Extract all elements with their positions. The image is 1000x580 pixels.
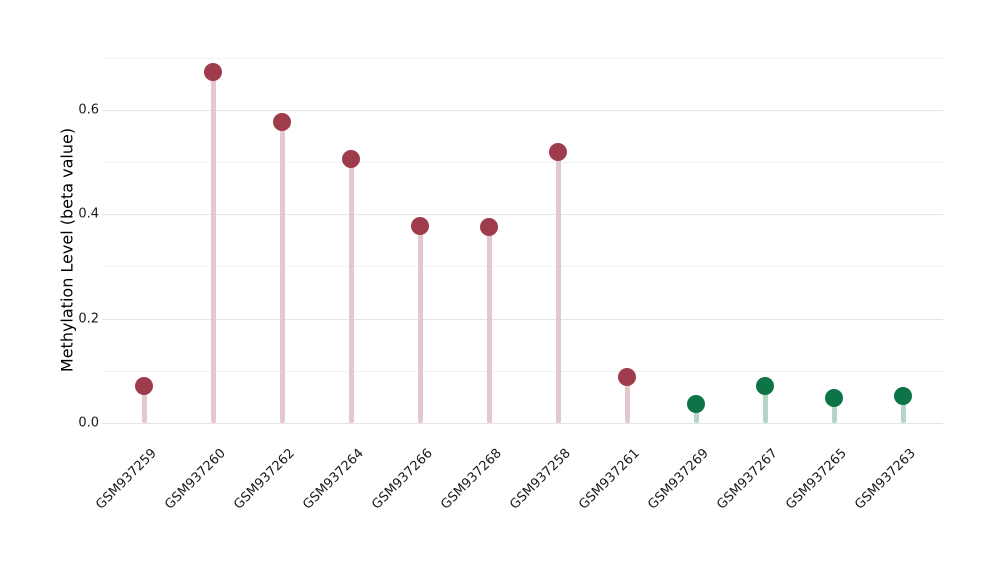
stem-GSM937261 [624, 377, 630, 423]
x-tick-label-GSM937267: GSM937267 [714, 446, 781, 513]
gridline-y-0.2 [102, 319, 943, 320]
dot-GSM937258 [549, 143, 567, 161]
dot-GSM937268 [480, 218, 498, 236]
dot-GSM937262 [273, 113, 291, 131]
dot-GSM937259 [135, 377, 153, 395]
gridline-y-0.3 [102, 266, 943, 267]
y-tick-label: 0.2 [78, 311, 99, 327]
dot-GSM937265 [825, 389, 843, 407]
stem-GSM937259 [141, 386, 147, 423]
x-tick-label-GSM937263: GSM937263 [852, 446, 919, 513]
y-tick-label: 0.6 [78, 102, 99, 118]
y-axis-title: Methylation Level (beta value) [57, 127, 77, 373]
dot-GSM937266 [411, 217, 429, 235]
x-tick-label-GSM937265: GSM937265 [783, 446, 850, 513]
gridline-y-0.5 [102, 162, 943, 163]
gridline-y-0.7 [102, 58, 943, 59]
stem-GSM937269 [693, 404, 699, 423]
dot-GSM937264 [342, 150, 360, 168]
gridline-y-0.6 [102, 110, 943, 111]
stem-GSM937266 [417, 226, 423, 423]
x-tick-label-GSM937260: GSM937260 [162, 446, 229, 513]
stem-GSM937268 [486, 227, 492, 423]
stem-GSM937265 [831, 398, 837, 423]
x-tick-label-GSM937266: GSM937266 [369, 446, 436, 513]
x-tick-label-GSM937259: GSM937259 [93, 446, 160, 513]
dot-GSM937267 [756, 377, 774, 395]
gridline-y-0.4 [102, 214, 943, 215]
stem-GSM937263 [900, 396, 906, 423]
gridline-y-0 [102, 423, 943, 424]
x-tick-label-GSM937258: GSM937258 [507, 446, 574, 513]
stem-GSM937264 [348, 159, 354, 423]
stem-GSM937267 [762, 386, 768, 423]
dot-GSM937261 [618, 368, 636, 386]
x-tick-label-GSM937264: GSM937264 [300, 446, 367, 513]
x-tick-label-GSM937261: GSM937261 [576, 446, 643, 513]
x-tick-label-GSM937269: GSM937269 [645, 446, 712, 513]
stem-GSM937260 [210, 72, 216, 423]
dot-GSM937260 [204, 63, 222, 81]
x-tick-label-GSM937262: GSM937262 [231, 446, 298, 513]
y-tick-label: 0.4 [78, 206, 99, 222]
dot-GSM937269 [687, 395, 705, 413]
stem-GSM937262 [279, 122, 285, 423]
gridline-y-0.1 [102, 371, 943, 372]
stem-GSM937258 [555, 152, 561, 423]
dot-GSM937263 [894, 387, 912, 405]
x-tick-label-GSM937268: GSM937268 [438, 446, 505, 513]
y-tick-label: 0.0 [78, 415, 99, 431]
